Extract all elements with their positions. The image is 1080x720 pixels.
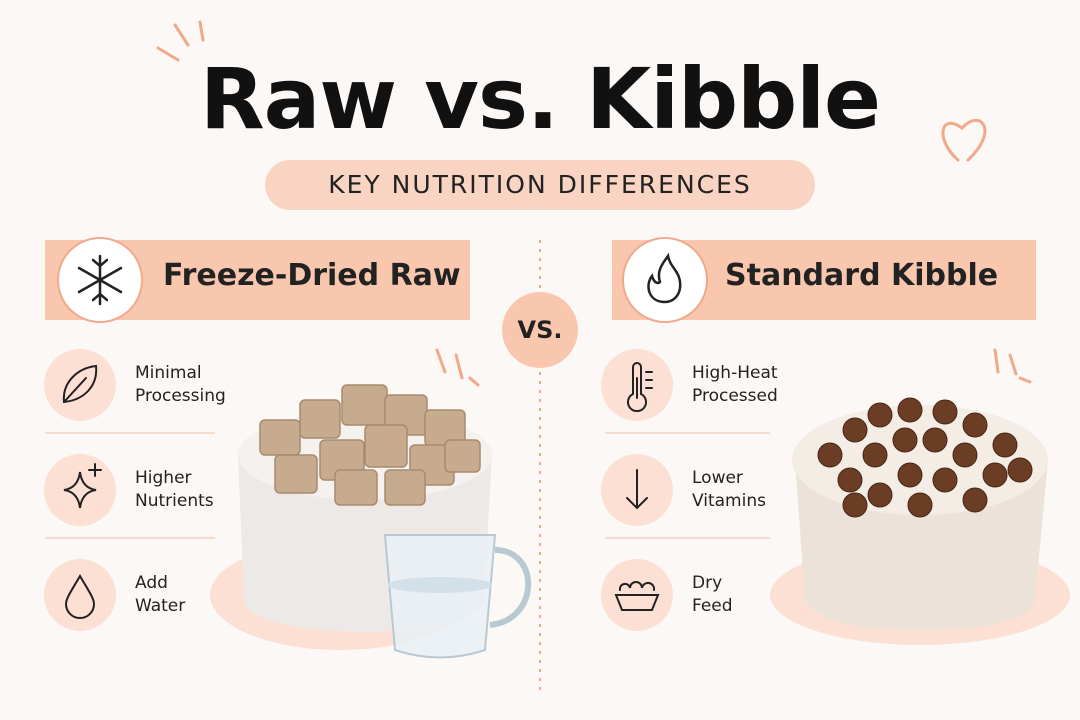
- subtitle: KEY NUTRITION DIFFERENCES: [265, 160, 815, 210]
- panel-title: Standard Kibble: [725, 258, 999, 293]
- item-label: Processing: [135, 386, 226, 406]
- item-label: Feed: [692, 596, 733, 616]
- item-label: High-Heat: [692, 363, 778, 383]
- item-label: Add: [135, 573, 168, 593]
- item-label: Water: [135, 596, 186, 616]
- item-label: Minimal: [135, 363, 202, 383]
- versus: VS.: [517, 316, 563, 344]
- item-label: Processed: [692, 386, 778, 406]
- item-label: Dry: [692, 573, 723, 593]
- item-label: Higher: [135, 468, 192, 488]
- panel-title: Freeze-Dried Raw: [163, 258, 461, 293]
- title: Raw vs. Kibble: [199, 50, 881, 148]
- item-label: Lower: [692, 468, 743, 488]
- item-label: Nutrients: [135, 491, 214, 511]
- item-label: Vitamins: [692, 491, 766, 511]
